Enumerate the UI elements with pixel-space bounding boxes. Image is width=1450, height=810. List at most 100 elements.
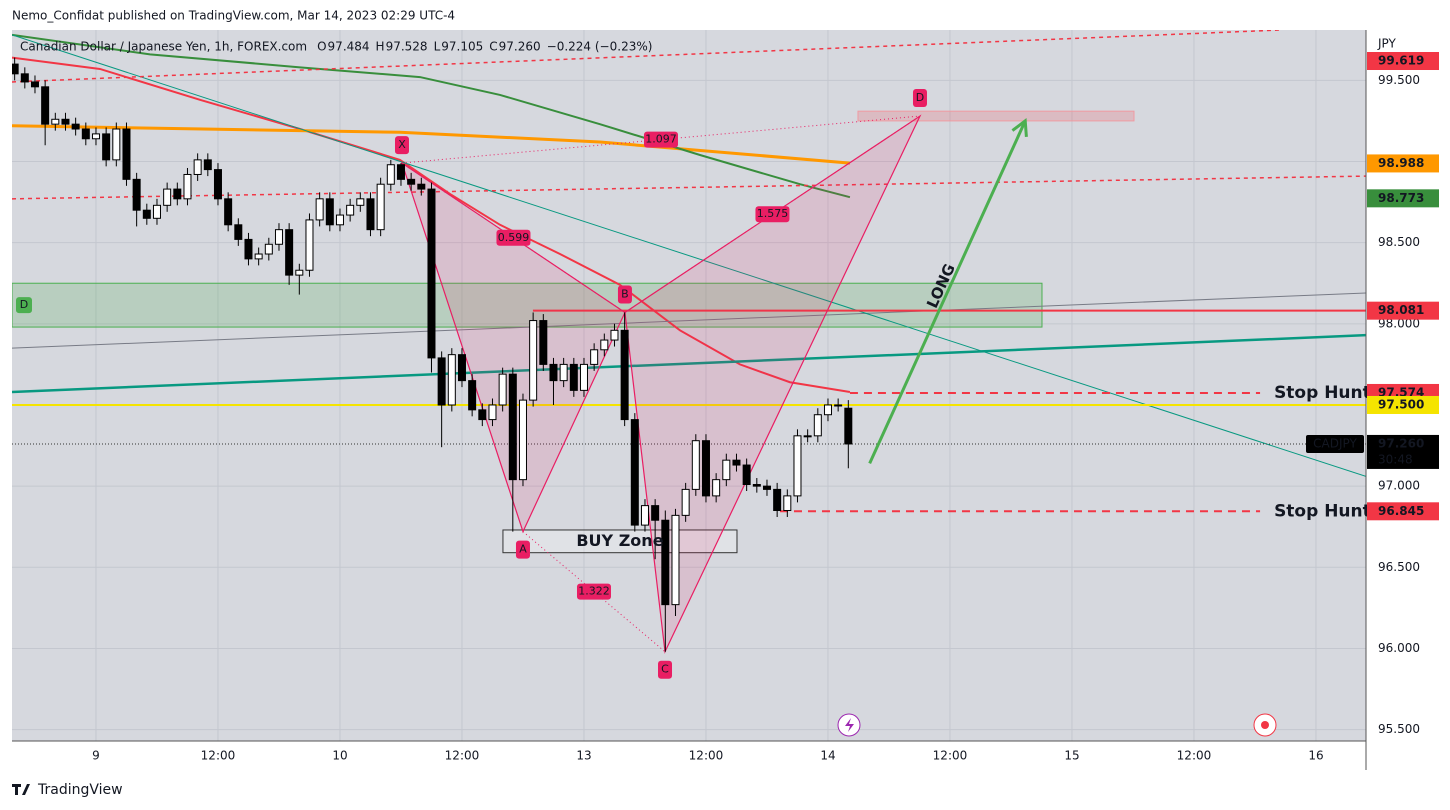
candle-body <box>30 81 39 88</box>
replay-icon[interactable] <box>1253 713 1277 737</box>
price-label: 98.988 <box>1378 156 1424 170</box>
legend-item: O <box>317 40 326 54</box>
candle-body <box>274 229 283 245</box>
candle-body <box>620 329 629 421</box>
logo <box>12 784 30 795</box>
candle-body <box>478 409 487 421</box>
candle-body <box>244 238 253 260</box>
candle-body <box>600 339 609 351</box>
arrow-head <box>1011 118 1028 137</box>
y-tick-label: 96.500 <box>1378 560 1420 574</box>
candle-body <box>823 404 832 416</box>
price-label-box <box>1367 189 1439 208</box>
candle-body <box>488 404 497 421</box>
legend-item: 97.105 <box>441 40 483 54</box>
trend-line <box>12 333 1366 394</box>
level-text: Stop Hunt <box>1274 501 1371 521</box>
candle-body <box>508 373 517 481</box>
price-label-box <box>1367 301 1439 320</box>
pattern-point-label: B <box>621 287 629 300</box>
legend-item: 97.260 <box>499 40 541 54</box>
candle-body <box>559 363 568 382</box>
x-tick-label: 16 <box>1308 749 1323 763</box>
pattern-point-label: C <box>661 663 669 676</box>
countdown: 30:48 <box>1378 452 1413 466</box>
last-price: 97.260 <box>1378 436 1424 450</box>
candles <box>12 57 853 652</box>
candle-body <box>671 514 680 606</box>
zone-tag <box>16 297 32 314</box>
x-tick-label: 15 <box>1064 749 1079 763</box>
candle-body <box>539 320 548 365</box>
candle-body <box>51 118 60 125</box>
candle-body <box>102 133 111 161</box>
y-tick-label: 99.500 <box>1378 73 1420 87</box>
candle-body <box>437 357 446 406</box>
x-tick-label: 12:00 <box>933 749 968 763</box>
candle-body <box>122 128 131 180</box>
pattern-point-label: A <box>519 543 527 556</box>
price-label: 97.574 <box>1378 385 1424 399</box>
price-label: 96.845 <box>1378 504 1424 518</box>
pattern-point-box <box>912 89 927 108</box>
event-icon[interactable] <box>837 713 861 737</box>
candle-body <box>254 253 263 260</box>
candle-body <box>712 479 721 497</box>
ratio-box <box>576 583 611 600</box>
ratio-box <box>496 229 531 246</box>
candle-body <box>468 380 477 411</box>
x-tick-label: 13 <box>576 749 591 763</box>
price-label-box <box>1367 154 1439 173</box>
pattern-point-label: D <box>916 91 924 104</box>
candle-body <box>661 519 670 606</box>
x-tick-label: 12:00 <box>689 749 724 763</box>
candle-body <box>834 404 843 407</box>
candle-body <box>732 459 741 466</box>
candle-body <box>346 204 355 216</box>
candle-body <box>163 188 172 206</box>
price-label-box <box>1367 502 1439 521</box>
legend-item: −0.224 (−0.23%) <box>547 40 653 54</box>
candle-body <box>173 188 182 200</box>
candle-body <box>579 363 588 391</box>
candle-body <box>142 209 151 219</box>
candle-body <box>844 407 853 445</box>
last-price-box <box>1367 434 1439 469</box>
candle-body <box>681 488 690 516</box>
trend-line <box>12 56 851 393</box>
candle-body <box>386 164 395 185</box>
symbol-box <box>1306 434 1364 453</box>
candle-body <box>773 488 782 511</box>
candle-body <box>427 188 436 359</box>
price-label-box <box>1367 395 1439 414</box>
price-label: 98.773 <box>1378 191 1424 205</box>
ratio-label: 0.599 <box>498 231 530 244</box>
candle-body <box>264 243 273 255</box>
candle-body <box>529 320 538 401</box>
pattern-point-box <box>515 540 530 559</box>
candle-body <box>803 435 812 438</box>
candle-body <box>224 198 233 226</box>
candle-body <box>285 229 294 276</box>
legend-item: H <box>376 40 385 54</box>
trend-line <box>12 292 1366 349</box>
ratio-label: 1.322 <box>578 585 610 598</box>
pattern-point-box <box>658 660 673 679</box>
candle-body <box>762 485 771 490</box>
candle-body <box>630 419 639 526</box>
candle-body <box>518 399 527 481</box>
candle-body <box>193 159 202 175</box>
candle-body <box>396 164 405 180</box>
candle-body <box>752 484 761 487</box>
legend-item: C <box>489 40 497 54</box>
candle-body <box>152 204 161 219</box>
candle-body <box>701 440 710 497</box>
ratio-box <box>643 131 678 148</box>
candle-body <box>315 198 324 221</box>
zone <box>857 110 1135 122</box>
candle-body <box>447 354 456 406</box>
candle-body <box>407 178 416 185</box>
long-arrow <box>868 120 1027 465</box>
pattern-point-box <box>394 136 409 155</box>
y-tick-label: 98.000 <box>1378 316 1420 330</box>
